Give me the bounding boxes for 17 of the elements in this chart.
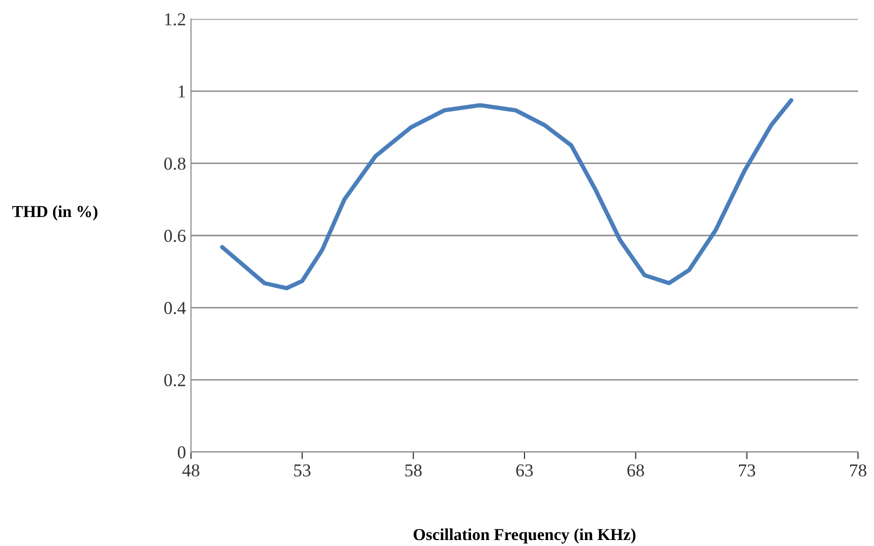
x-tick-label: 48: [182, 464, 200, 477]
x-tick-label: 78: [850, 464, 866, 477]
y-tick-label: 0.8: [164, 158, 186, 170]
y-tick-label: 0.6: [164, 230, 186, 242]
y-tick-label: 1: [178, 86, 186, 98]
x-axis-title: Oscillation Frequency (in KHz): [414, 528, 636, 544]
y-axis-title: THD (in %): [12, 205, 98, 221]
x-tick-label: 63: [516, 464, 533, 477]
x-tick-label: 73: [738, 464, 756, 477]
line-series: [220, 98, 794, 290]
y-tick-label: 0.4: [164, 302, 186, 314]
y-tick-label: 0.2: [164, 374, 186, 386]
x-tick-label: 68: [627, 464, 644, 477]
y-tick-label: 0: [178, 446, 186, 458]
x-tick-label: 58: [405, 464, 422, 477]
y-tick-label: 1.2: [165, 13, 186, 26]
x-tick-label: 53: [294, 464, 310, 477]
